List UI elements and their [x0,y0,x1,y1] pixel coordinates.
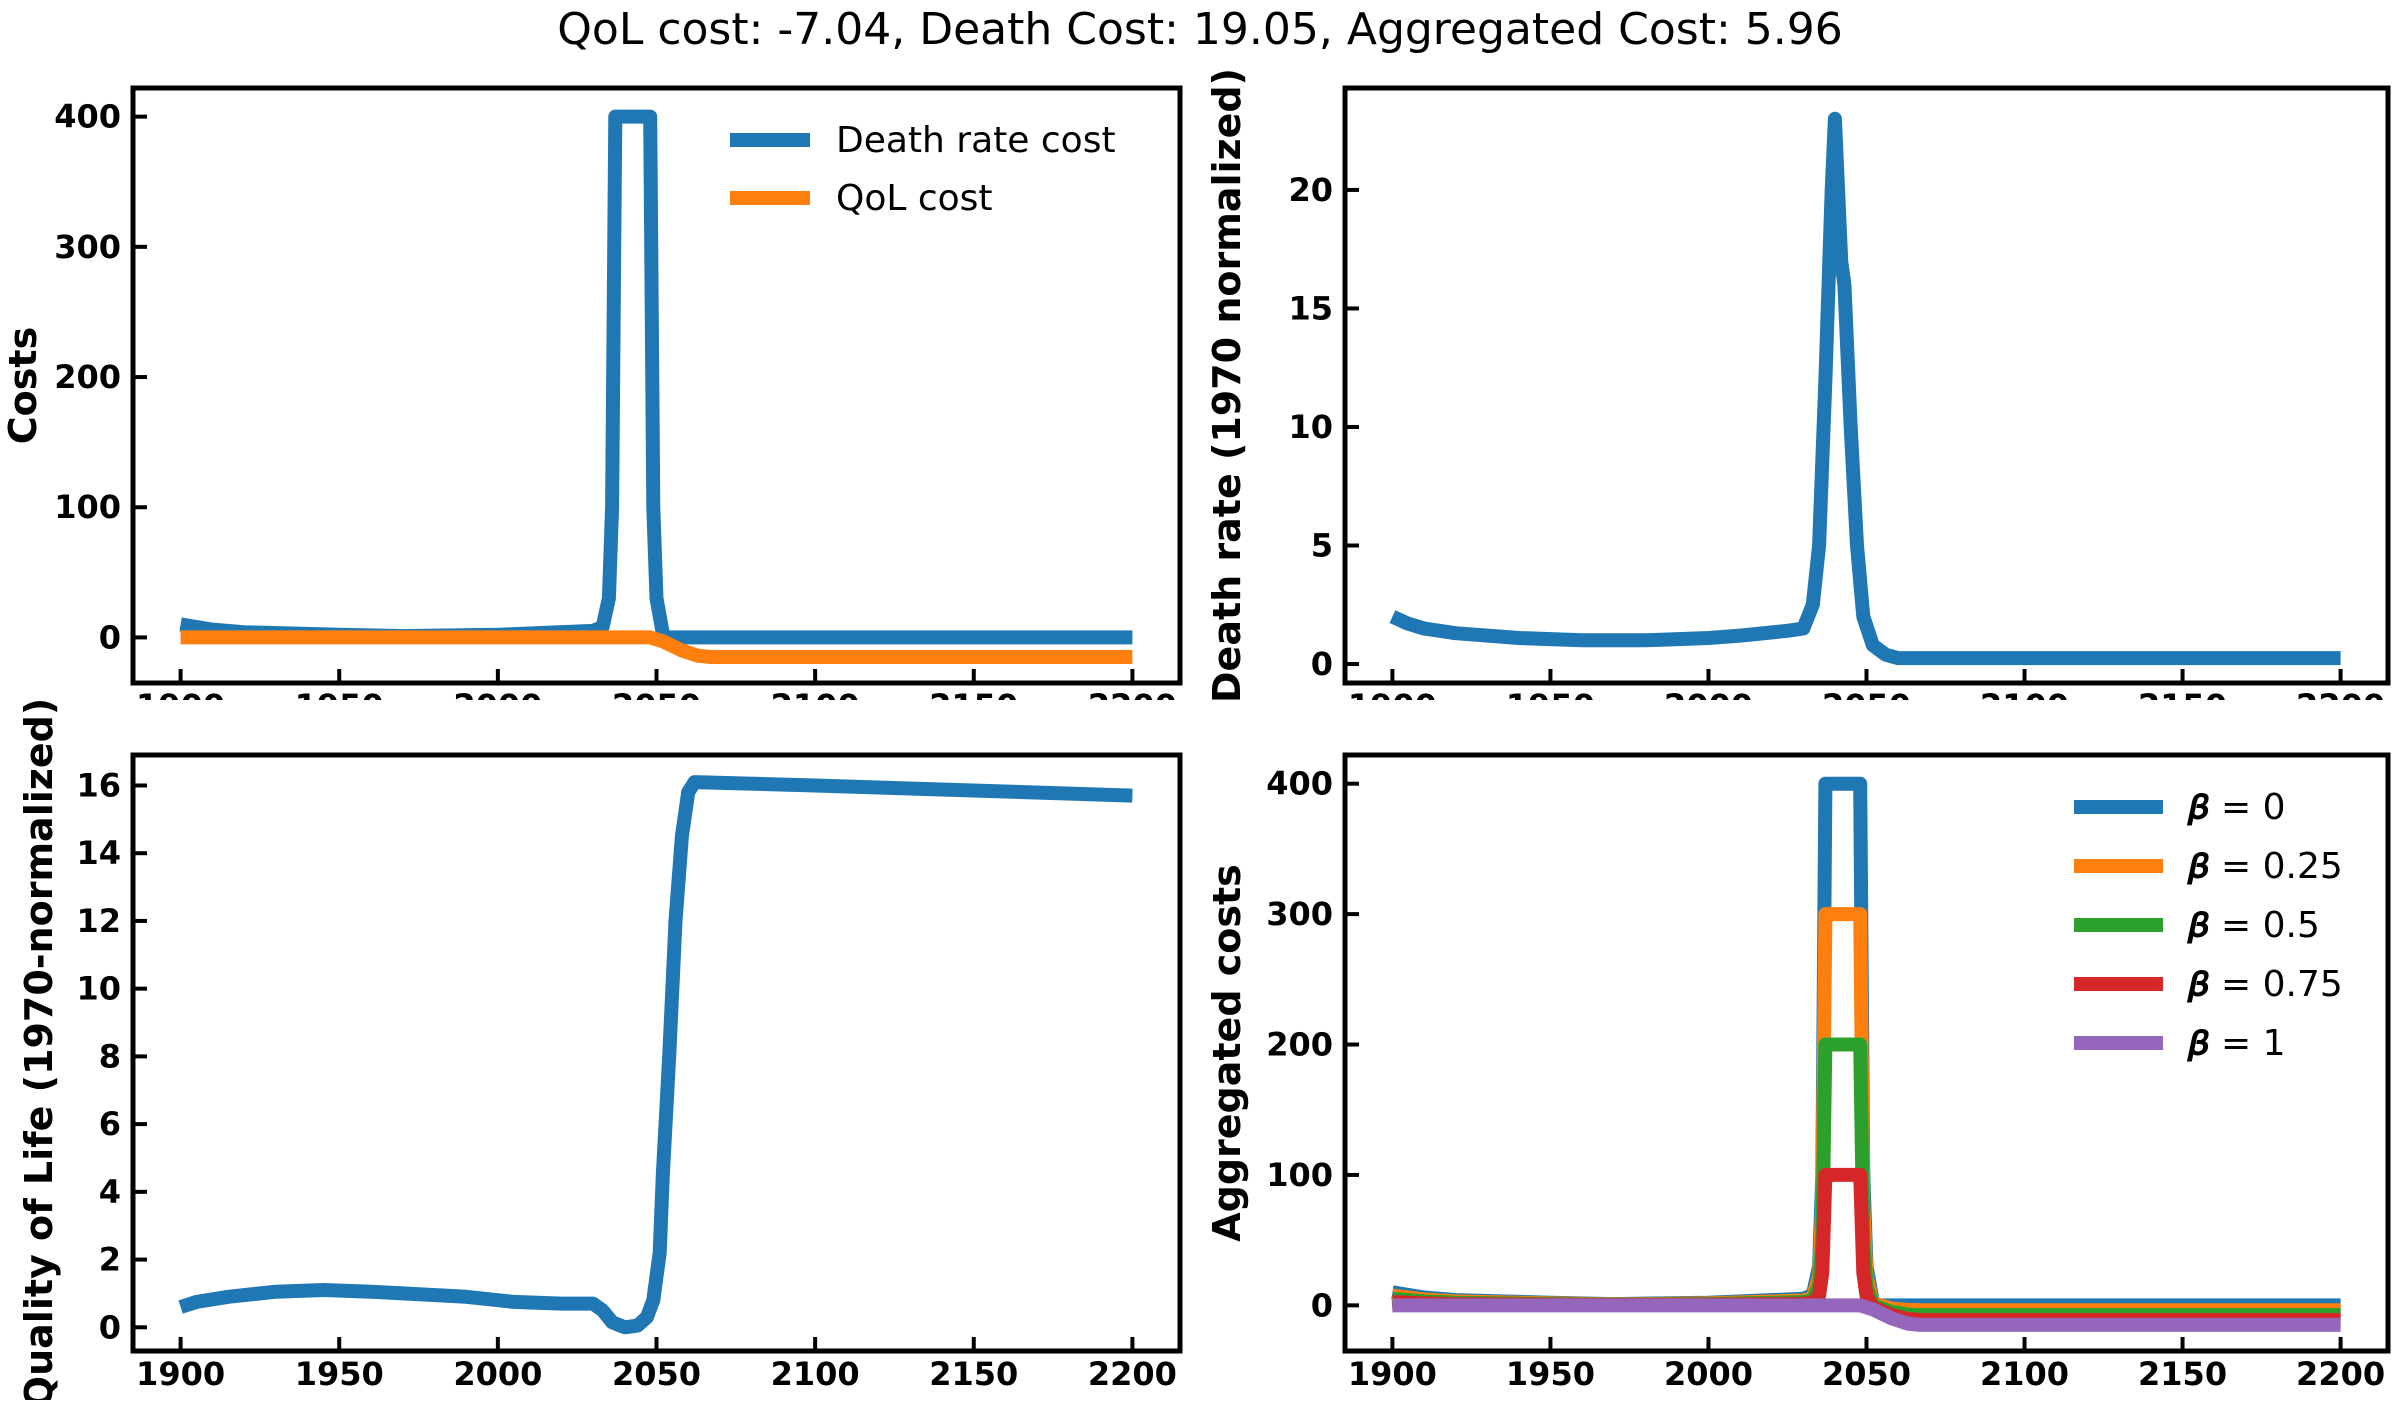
aggregated-legend-label-3: 𝜷 = 0.75 [2186,964,2343,1005]
aggregated-xtick-label-3: 2050 [1822,1355,1911,1393]
aggregated-xtick-label-5: 2150 [2138,1355,2227,1393]
aggregated-costs-chart: 1900 1950 2000 2050 2100 2150 2200 0 100 200 300 40… [1200,700,2400,1400]
quality-of-life-xtick-label-0: 1900 [136,1355,225,1393]
quality-of-life-ytick-label-2: 4 [99,1173,121,1211]
costs-xtick-label-2: 2000 [453,687,542,700]
costs-legend-label-0: Death rate cost [836,120,1116,161]
death-rate-svg: 1900 1950 2000 2050 2100 2150 2200 0 5 10 15 20 Deat… [1205,68,2391,725]
quality-of-life-xtick-label-6: 2200 [1088,1355,1177,1393]
quality-of-life-series-line-0 [178,775,1133,1335]
death-rate-ytick-label-2: 10 [1288,408,1333,446]
death-rate-xtick-label-5: 2150 [2138,687,2227,700]
aggregated-ytick-label-4: 400 [1266,765,1333,803]
quality-of-life-ytick-label-0: 0 [99,1308,121,1346]
costs-legend-label-1: QoL cost [836,178,993,219]
quality-of-life-xtick-label-4: 2100 [771,1355,860,1393]
aggregated-ytick-label-0: 0 [1311,1286,1333,1324]
death-rate-ytick-label-1: 5 [1311,527,1333,565]
quality-of-life-svg: 1900 1950 2000 2050 2100 2150 2200 0 2 4 6 8 10 12 14 1… [17,698,1183,1404]
quality-of-life-ytick-label-1: 2 [99,1241,121,1279]
costs-ytick-label-0: 0 [99,618,121,656]
costs-ylabel: Costs [1,327,45,444]
costs-xtick-label-3: 2050 [612,687,701,700]
death-rate-ytick-label-3: 15 [1288,289,1333,327]
aggregated-ytick-label-1: 100 [1266,1156,1333,1194]
quality-of-life-xtick-label-3: 2050 [612,1355,701,1393]
quality-of-life-ytick-label-5: 10 [76,970,121,1008]
aggregated-legend-label-1: 𝜷 = 0.25 [2186,846,2343,887]
aggregated-legend-label-4: 𝜷 = 1 [2186,1023,2286,1064]
costs-xtick-label-5: 2150 [929,687,1018,700]
costs-xtick-label-6: 2200 [1088,687,1177,700]
death-rate-xtick-label-4: 2100 [1980,687,2069,700]
quality-of-life-ytick-label-3: 6 [99,1105,121,1143]
costs-chart: 1900 1950 2000 2050 2100 2150 2200 0 100 200 300 40… [0,0,1200,725]
quality-of-life-ytick-label-4: 8 [99,1037,121,1075]
quality-of-life-ytick-label-6: 12 [76,902,121,940]
quality-of-life-xtick-label-5: 2150 [929,1355,1018,1393]
aggregated-legend-label-2: 𝜷 = 0.5 [2186,905,2320,946]
aggregated-series-line-3 [1392,1167,2341,1327]
aggregated-ytick-label-2: 200 [1266,1026,1333,1064]
aggregated-xtick-label-4: 2100 [1980,1355,2069,1393]
death-rate-xtick-label-0: 1900 [1348,687,1437,700]
aggregated-legend-label-0: 𝜷 = 0 [2186,787,2286,828]
costs-ytick-label-3: 300 [54,228,121,266]
aggregated-svg: 1900 1950 2000 2050 2100 2150 2200 0 100 200 300 40… [1205,752,2391,1393]
costs-xtick-label-4: 2100 [771,687,860,700]
aggregated-xtick-label-6: 2200 [2296,1355,2385,1393]
aggregated-series-line-4 [1392,1298,2341,1332]
death-rate-ytick-label-0: 0 [1311,645,1333,683]
costs-svg: 1900 1950 2000 2050 2100 2150 2200 0 100 200 300 40… [1,85,1183,725]
quality-of-life-ytick-label-7: 14 [76,834,121,872]
death-rate-ytick-label-4: 20 [1288,171,1333,209]
costs-xtick-label-1: 1950 [295,687,384,700]
costs-ytick-label-4: 400 [54,98,121,136]
aggregated-xtick-label-1: 1950 [1506,1355,1595,1393]
quality-of-life-xtick-label-1: 1950 [295,1355,384,1393]
costs-xtick-label-0: 1900 [136,687,225,700]
death-rate-series-line-0 [1389,111,2341,666]
death-rate-chart: 1900 1950 2000 2050 2100 2150 2200 0 5 10 15 20 Deat… [1200,0,2400,725]
aggregated-ytick-label-3: 300 [1266,895,1333,933]
costs-ytick-label-2: 200 [54,358,121,396]
quality-of-life-xtick-label-2: 2000 [453,1355,542,1393]
quality-of-life-chart: 1900 1950 2000 2050 2100 2150 2200 0 2 4 6 8 10 12 14 1… [0,698,1200,1404]
quality-of-life-ytick-label-8: 16 [76,766,121,804]
costs-series-line-1 [180,630,1133,664]
quality-of-life-ylabel: Quality of Life (1970-normalized) [17,700,61,1400]
figure-title: QoL cost: -7.04, Death Cost: 19.05, Aggr… [557,4,1843,55]
death-rate-xtick-label-2: 2000 [1664,687,1753,700]
death-rate-xtick-label-1: 1950 [1506,687,1595,700]
death-rate-ylabel: Death rate (1970 normalized) [1205,68,1249,700]
costs-ytick-label-1: 100 [54,488,121,526]
aggregated-ylabel: Aggregated costs [1205,864,1249,1242]
aggregated-xtick-label-2: 2000 [1664,1355,1753,1393]
aggregated-xtick-label-0: 1900 [1348,1355,1437,1393]
death-rate-xtick-label-3: 2050 [1822,687,1911,700]
death-rate-xtick-label-6: 2200 [2296,687,2385,700]
